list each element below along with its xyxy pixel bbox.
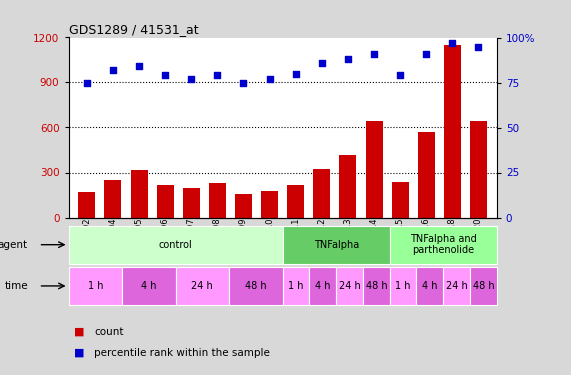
Bar	[176, 267, 229, 305]
Text: 24 h: 24 h	[339, 281, 360, 291]
Text: 1 h: 1 h	[87, 281, 103, 291]
Bar	[416, 267, 443, 305]
Bar	[363, 267, 389, 305]
Text: GSM47314: GSM47314	[369, 217, 379, 263]
Text: 48 h: 48 h	[245, 281, 267, 291]
Bar	[209, 183, 226, 218]
Text: GSM47305: GSM47305	[135, 217, 143, 263]
Text: GDS1289 / 41531_at: GDS1289 / 41531_at	[69, 23, 198, 36]
Text: GSM47318: GSM47318	[448, 217, 457, 263]
Bar	[235, 194, 252, 217]
Text: ■: ■	[74, 348, 85, 357]
Text: GSM47313: GSM47313	[343, 217, 352, 263]
Point	[422, 51, 431, 57]
Point	[265, 76, 274, 82]
Bar	[336, 267, 363, 305]
Text: GSM47312: GSM47312	[317, 217, 326, 263]
Point	[160, 72, 170, 78]
Text: GSM47309: GSM47309	[239, 217, 248, 263]
Bar	[389, 226, 497, 264]
Text: GSM47304: GSM47304	[108, 217, 118, 263]
Text: agent: agent	[0, 240, 28, 250]
Bar	[69, 226, 283, 264]
Bar	[470, 267, 497, 305]
Bar	[443, 267, 470, 305]
Point	[213, 72, 222, 78]
Text: GSM47315: GSM47315	[396, 217, 405, 263]
Bar	[283, 267, 309, 305]
Bar	[389, 267, 416, 305]
Bar	[392, 182, 409, 218]
Point	[291, 70, 300, 76]
Text: ■: ■	[74, 327, 85, 337]
Bar	[365, 122, 383, 218]
Point	[239, 80, 248, 86]
Text: 24 h: 24 h	[446, 281, 468, 291]
Point	[448, 40, 457, 46]
Text: GSM47308: GSM47308	[213, 217, 222, 263]
Bar	[183, 188, 200, 218]
Bar	[122, 267, 176, 305]
Text: 4 h: 4 h	[422, 281, 437, 291]
Text: 24 h: 24 h	[191, 281, 213, 291]
Text: 1 h: 1 h	[395, 281, 411, 291]
Text: time: time	[4, 281, 28, 291]
Bar	[261, 191, 278, 217]
Point	[317, 60, 327, 66]
Bar	[229, 267, 283, 305]
Text: GSM47316: GSM47316	[422, 217, 431, 263]
Text: 4 h: 4 h	[141, 281, 156, 291]
Text: percentile rank within the sample: percentile rank within the sample	[94, 348, 270, 357]
Text: GSM47310: GSM47310	[265, 217, 274, 263]
Bar	[156, 185, 174, 218]
Point	[474, 44, 483, 50]
Point	[369, 51, 379, 57]
Bar	[309, 267, 336, 305]
Text: GSM47311: GSM47311	[291, 217, 300, 263]
Point	[108, 67, 118, 73]
Text: 48 h: 48 h	[473, 281, 494, 291]
Bar	[313, 169, 330, 217]
Bar	[287, 185, 304, 218]
Bar	[104, 180, 122, 218]
Text: GSM47306: GSM47306	[160, 217, 170, 263]
Bar	[283, 226, 389, 264]
Point	[396, 72, 405, 78]
Bar	[69, 267, 122, 305]
Text: GSM47320: GSM47320	[474, 217, 483, 263]
Text: count: count	[94, 327, 124, 337]
Point	[134, 63, 143, 69]
Bar	[339, 155, 356, 218]
Point	[187, 76, 196, 82]
Bar	[444, 45, 461, 218]
Text: 48 h: 48 h	[365, 281, 387, 291]
Text: GSM47307: GSM47307	[187, 217, 196, 263]
Text: TNFalpha: TNFalpha	[313, 240, 359, 250]
Point	[82, 80, 91, 86]
Text: TNFalpha and
parthenolide: TNFalpha and parthenolide	[410, 234, 477, 255]
Bar	[470, 122, 487, 218]
Point	[343, 56, 352, 62]
Text: GSM47302: GSM47302	[82, 217, 91, 263]
Text: 1 h: 1 h	[288, 281, 304, 291]
Text: 4 h: 4 h	[315, 281, 331, 291]
Text: control: control	[159, 240, 192, 250]
Bar	[78, 192, 95, 217]
Bar	[131, 170, 147, 217]
Bar	[418, 132, 435, 218]
